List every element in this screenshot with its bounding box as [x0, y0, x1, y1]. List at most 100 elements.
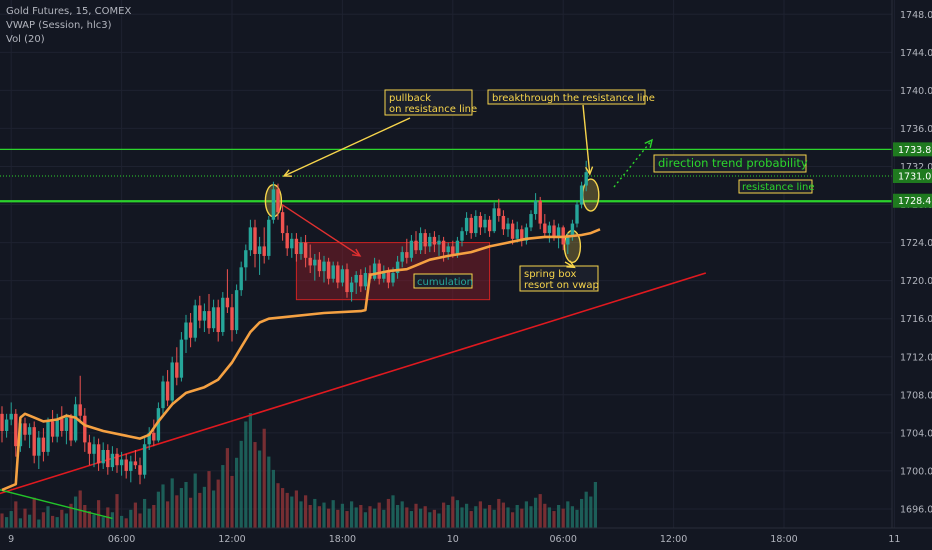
candle-body	[188, 322, 193, 338]
time-tick-label: 18:00	[329, 534, 356, 545]
candle-body	[73, 404, 78, 441]
candle-body	[276, 189, 280, 213]
volume-bar	[78, 490, 82, 528]
candle-body	[515, 229, 519, 239]
candle-body	[464, 217, 469, 232]
time-tick-label: 06:00	[108, 534, 135, 545]
candle-body	[110, 453, 115, 468]
volume-bar	[575, 509, 579, 528]
candle-body	[124, 459, 128, 471]
volume-bar	[216, 479, 220, 528]
volume-bar	[207, 471, 211, 528]
volume-bar	[175, 495, 179, 528]
volume-bar	[469, 511, 473, 528]
volume-bar	[28, 514, 32, 528]
downtrend-line	[0, 489, 113, 520]
candle-body	[41, 437, 46, 452]
candle-body	[400, 252, 404, 262]
candle-body	[322, 261, 326, 272]
volume-bar	[23, 508, 27, 528]
volume-bar	[101, 517, 105, 528]
volume-bar	[189, 497, 193, 528]
time-tick-label: 11	[888, 534, 900, 545]
volume-bar	[262, 428, 266, 528]
volume-bar	[488, 505, 492, 528]
volume-bar	[308, 505, 312, 528]
volume-bar	[322, 502, 326, 528]
annotations: pullback on resistance line breakthrough…	[281, 89, 815, 292]
volume-bar	[359, 505, 363, 528]
volume-bar	[451, 496, 455, 528]
volume-bar	[83, 505, 87, 528]
annotation-spring-box-line-1: spring box	[524, 269, 576, 280]
price-tick-label: 1748.0	[900, 10, 932, 21]
candle-body	[336, 265, 340, 283]
volume-bar	[400, 501, 404, 528]
price-tick-label: 1716.0	[900, 314, 932, 325]
volume-bar	[304, 495, 308, 528]
volume-bar	[74, 496, 78, 528]
volume-bar	[557, 505, 561, 528]
volume-bar	[423, 506, 427, 528]
candle-body	[216, 307, 220, 333]
legend-vwap: VWAP (Session, hlc3)	[6, 20, 112, 31]
candle-body	[161, 381, 165, 409]
price-label-text: 1731.0	[898, 172, 931, 183]
volume-bar	[294, 490, 298, 528]
candle-body	[524, 227, 529, 241]
volume-bar	[5, 517, 9, 528]
resistance-line-label-text: resistance line	[742, 182, 815, 193]
volume-bar	[354, 507, 358, 528]
volume-bar	[419, 508, 423, 528]
volume-bar	[442, 502, 446, 528]
volume-bar	[566, 501, 570, 528]
candle-body	[579, 185, 584, 205]
candle-body	[432, 236, 437, 245]
candle-body	[230, 307, 234, 331]
volume-bar	[409, 511, 413, 528]
volume-bar	[92, 514, 96, 528]
volume-bar	[235, 457, 239, 528]
candle-body	[290, 238, 294, 249]
volume-bar	[64, 513, 68, 528]
candle-body	[9, 413, 13, 420]
volume-bar	[14, 501, 18, 528]
volume-bar	[561, 508, 565, 528]
candle-body	[575, 204, 579, 224]
price-tick-label: 1736.0	[900, 124, 932, 135]
annotation-pullback-line-1: pullback	[389, 93, 431, 104]
annotation-breakthrough-box	[487, 89, 646, 105]
candle-body	[529, 214, 533, 228]
volume-bar	[9, 511, 13, 528]
volume-bar	[327, 508, 331, 528]
price-axis[interactable]: 1748.01744.01740.01736.01732.01728.01724…	[891, 0, 932, 528]
candle-body	[331, 265, 335, 279]
candle-body	[170, 362, 174, 401]
volume-bar	[281, 488, 285, 528]
volume-bar	[152, 505, 156, 528]
candle-body	[133, 461, 138, 466]
volume-bar	[239, 440, 243, 528]
volume-bar	[506, 507, 510, 528]
volume-bar	[156, 491, 160, 528]
candle-body	[46, 421, 50, 452]
candle-body	[345, 269, 349, 293]
volume-bar	[593, 482, 597, 528]
candlesticks	[0, 160, 588, 485]
candle-body	[101, 449, 105, 464]
volume-bar	[37, 519, 41, 528]
volume-bar	[87, 511, 91, 528]
volume-bar	[460, 507, 464, 528]
volume-bar	[221, 465, 225, 528]
candle-body	[175, 362, 179, 378]
candle-body	[202, 311, 207, 321]
volume-bar	[147, 508, 151, 528]
volume-bar	[193, 473, 197, 528]
volume-bar	[377, 502, 381, 528]
price-tick-label: 1740.0	[900, 86, 932, 97]
candle-body	[0, 413, 4, 431]
candle-body	[349, 282, 354, 293]
volume-bar	[271, 469, 275, 528]
